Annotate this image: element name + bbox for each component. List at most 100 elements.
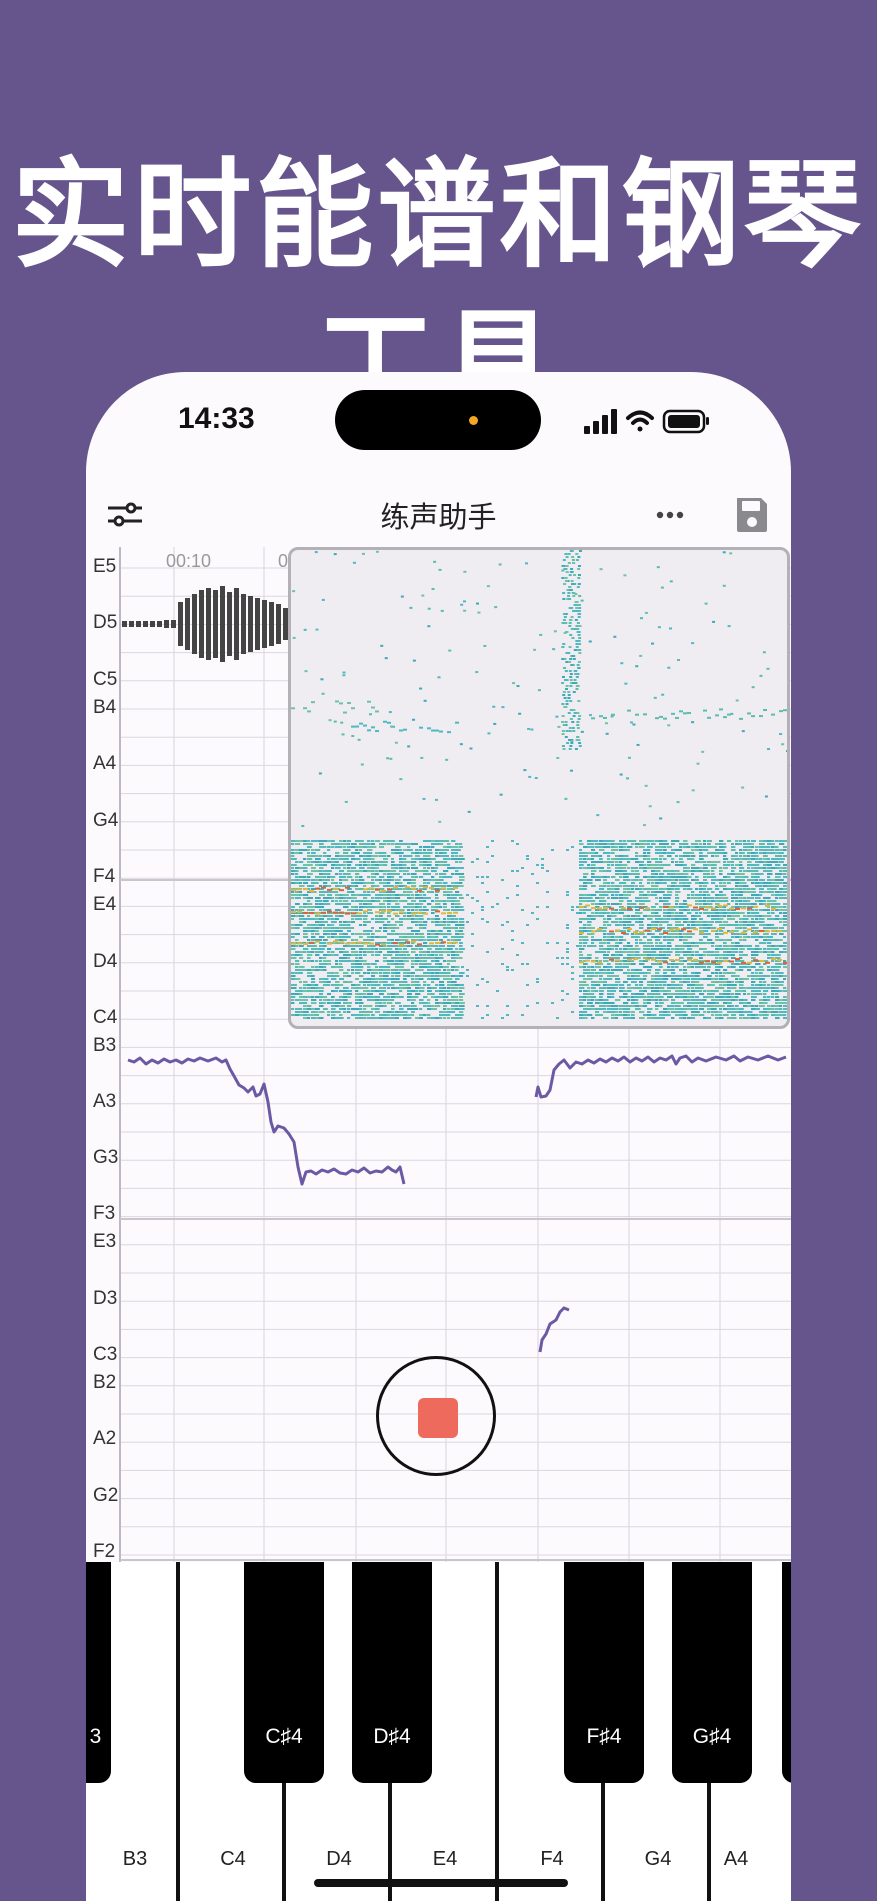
spectrogram-cell xyxy=(735,876,741,878)
spectrogram-cell xyxy=(775,876,781,878)
spectrogram-cell xyxy=(695,861,700,863)
spectrogram-cell xyxy=(747,849,753,851)
piano-key-g-sharp4[interactable]: G♯4 xyxy=(672,1562,752,1783)
spectrogram-cell xyxy=(327,972,333,974)
spectrogram-cell xyxy=(631,963,636,965)
spectrogram-cell xyxy=(583,978,587,980)
spectrogram-cell xyxy=(333,887,338,890)
spectrogram-cell xyxy=(323,870,329,872)
spectrogram-cell xyxy=(667,912,673,914)
piano-key-c-sharp4[interactable]: C♯4 xyxy=(244,1562,324,1783)
spectrogram-cell xyxy=(759,981,763,983)
spectrogram-cell xyxy=(295,939,299,941)
spectrogram-cell xyxy=(659,966,663,968)
spectrogram-cell xyxy=(363,861,367,863)
spectrogram-cell xyxy=(531,912,534,914)
spectrogram-cell xyxy=(291,987,297,989)
spectrogram-cell xyxy=(767,975,771,977)
spectrogram-cell xyxy=(351,915,357,917)
spectrogram-cell xyxy=(631,957,637,959)
spectrogram-cell xyxy=(411,972,415,974)
save-icon[interactable] xyxy=(731,494,773,536)
piano-key-f-sharp4[interactable]: F♯4 xyxy=(564,1562,644,1783)
spectrogram-cell xyxy=(659,927,665,929)
spectrogram-cell xyxy=(363,1011,368,1013)
spectrogram-cell xyxy=(619,873,624,875)
spectrogram-cell xyxy=(579,1002,584,1004)
spectrogram-cell xyxy=(755,873,759,875)
spectrogram-cell xyxy=(639,897,643,899)
spectrogram-cell xyxy=(619,885,623,887)
spectrogram-cell xyxy=(526,924,529,926)
spectrogram-cell xyxy=(635,921,640,923)
spectrogram-cell xyxy=(379,987,383,989)
more-dots-icon[interactable] xyxy=(649,494,691,536)
spectrogram-cell xyxy=(623,996,629,998)
spectrogram-cell xyxy=(715,918,720,920)
spectrogram-cell xyxy=(455,990,460,992)
spectrogram-cell xyxy=(417,943,422,946)
spectrogram-cell xyxy=(451,852,456,854)
waveform-bar xyxy=(248,596,253,652)
spectrogram-cell xyxy=(671,969,675,971)
piano-key-a-sharp4[interactable] xyxy=(782,1562,791,1783)
spectrogram-cell xyxy=(735,852,739,854)
spectrogram-cell xyxy=(415,915,419,917)
spectrogram-cell xyxy=(723,852,728,854)
spectrogram-cell xyxy=(570,550,574,552)
spectrogram-cell xyxy=(443,849,449,851)
piano-key-d-sharp4[interactable]: D♯4 xyxy=(352,1562,432,1783)
spectrogram-cell xyxy=(623,951,627,953)
spectrogram-cell xyxy=(451,999,457,1001)
spectrogram-cell xyxy=(434,798,438,801)
spectrogram-cell xyxy=(391,897,396,899)
spectrogram-cell xyxy=(299,1008,303,1010)
spectrogram-cell xyxy=(311,906,316,908)
spectrogram-cell xyxy=(759,1014,764,1016)
spectrogram-cell xyxy=(533,648,537,651)
spectrogram-cell xyxy=(607,990,613,992)
spectrogram-cell xyxy=(466,975,469,977)
spectrogram-cell xyxy=(681,928,686,931)
spectrogram-cell xyxy=(297,888,302,891)
spectrogram-cell xyxy=(572,658,576,660)
pitch-line xyxy=(538,1306,570,1353)
spectrogram-cell xyxy=(407,849,413,851)
spectrogram-cell xyxy=(659,858,663,860)
spectrogram-cell xyxy=(611,852,615,854)
spectrogram-cell xyxy=(687,978,691,980)
spectrogram-cell xyxy=(407,843,411,845)
spectrogram-cell xyxy=(387,951,392,953)
spectrogram-cell xyxy=(603,939,608,941)
spectrogram-cell xyxy=(355,972,361,974)
spectrogram-cell xyxy=(375,960,379,962)
spectrogram-cell xyxy=(663,864,669,866)
spectrogram-cell xyxy=(595,903,600,905)
spectrogram-cell xyxy=(343,945,349,947)
piano-key-a-sharp3[interactable]: 3 xyxy=(86,1562,111,1783)
spectrogram-cell xyxy=(643,876,649,878)
spectrogram-cell xyxy=(635,969,641,971)
spectrogram-cell xyxy=(375,911,380,914)
spectrogram-cell xyxy=(351,963,355,965)
battery-icon xyxy=(662,409,709,434)
spectrogram-cell xyxy=(763,852,767,854)
spectrogram-cell xyxy=(722,551,726,554)
record-stop-button[interactable] xyxy=(376,1356,496,1476)
spectrogram-cell xyxy=(771,888,777,890)
spectrogram-cell xyxy=(743,882,747,884)
spectrogram-cell xyxy=(383,873,387,875)
spectrogram-cell xyxy=(355,864,360,866)
spectrogram-cell xyxy=(561,646,565,648)
spectrogram-cell xyxy=(611,861,615,863)
spectrogram-cell xyxy=(403,948,407,950)
spectrogram-cell xyxy=(679,945,684,947)
spectrogram-cell xyxy=(315,915,319,917)
spectrogram-cell xyxy=(303,867,308,869)
spectrogram-cell xyxy=(568,622,572,624)
spectrogram-cell xyxy=(759,918,765,920)
spectrogram-cell xyxy=(431,930,437,932)
sliders-icon[interactable] xyxy=(104,494,146,536)
spectrogram-cell xyxy=(639,978,643,980)
spectrogram-cell xyxy=(561,999,564,1001)
